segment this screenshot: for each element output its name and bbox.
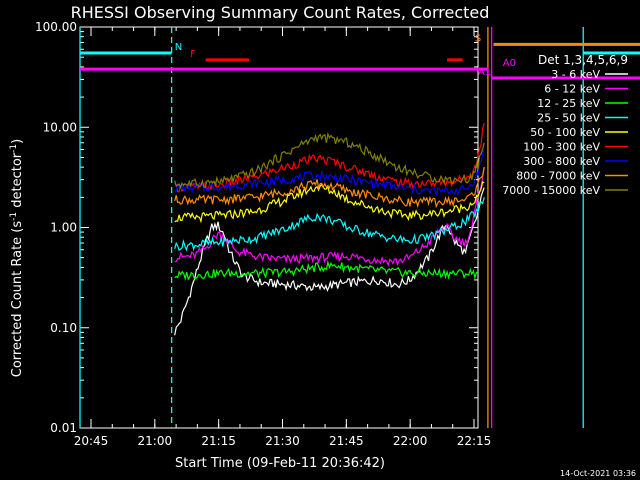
x-tick-label: 21:15	[201, 434, 236, 448]
flag-label: A0	[503, 58, 516, 69]
y-axis-label-main: Corrected Count Rate (s	[10, 221, 25, 378]
series-line	[174, 187, 485, 336]
plot-border	[79, 26, 479, 429]
series-line	[174, 197, 485, 252]
series-line	[174, 166, 485, 209]
legend-label: 300 - 800 keV	[523, 155, 600, 168]
y-tick-label: 0.01	[50, 421, 77, 435]
series-line	[174, 260, 479, 281]
y-tick-label: 100.00	[35, 20, 77, 34]
y-axis-label: Corrected Count Rate (s-1 detector-1)	[9, 139, 25, 377]
legend-label: 6 - 12 keV	[544, 83, 600, 96]
flag-lines: NF S A0 A1	[80, 33, 640, 80]
legend-label: 800 - 7000 keV	[516, 170, 600, 183]
legend-label: 12 - 25 keV	[537, 97, 600, 110]
legend-label: 3 - 6 keV	[551, 68, 600, 81]
plot-frame	[79, 26, 479, 429]
chart-title: RHESSI Observing Summary Count Rates, Co…	[71, 3, 490, 22]
flag-label: A1	[478, 67, 491, 78]
y-axis: 100.00 10.00 1.00 0.10 0.01	[35, 20, 478, 435]
y-axis-label-sup2: -1	[9, 144, 19, 153]
series-line	[174, 149, 485, 196]
y-axis-label-sup1: -1	[9, 212, 19, 221]
x-tick-label: 21:30	[265, 434, 300, 448]
y-axis-label-end: )	[10, 139, 25, 144]
vertical-markers	[79, 27, 584, 428]
timestamp: 14-Oct-2021 03:36	[560, 469, 636, 478]
legend-label: 100 - 300 keV	[523, 141, 600, 154]
y-tick-label: 0.10	[50, 321, 77, 335]
x-tick-label: 21:45	[329, 434, 364, 448]
legend-label: 7000 - 15000 keV	[502, 184, 600, 197]
legend-title: Det 1,3,4,5,6,9	[538, 53, 628, 67]
x-axis: 20:45 21:00 21:15 21:30 21:45 22:00 22:15	[74, 27, 492, 448]
legend-label: 50 - 100 keV	[530, 126, 600, 139]
series-line	[174, 131, 485, 190]
legend-label: 25 - 50 keV	[537, 112, 600, 125]
series-lines	[174, 122, 485, 336]
y-tick-label: 1.00	[50, 221, 77, 235]
x-tick-label: 20:45	[74, 434, 109, 448]
series-line	[174, 181, 485, 224]
flag-label: N	[175, 42, 182, 53]
x-tick-label: 22:00	[393, 434, 428, 448]
flag-label: S	[475, 33, 481, 44]
x-tick-label: 22:15	[457, 434, 492, 448]
series-line	[174, 167, 485, 267]
flag-label: F	[190, 49, 196, 60]
y-tick-label: 10.00	[43, 120, 77, 134]
x-axis-label: Start Time (09-Feb-11 20:36:42)	[175, 456, 385, 471]
y-axis-label-mid: detector	[10, 152, 25, 212]
series-line	[174, 122, 485, 193]
x-tick-label: 21:00	[138, 434, 173, 448]
